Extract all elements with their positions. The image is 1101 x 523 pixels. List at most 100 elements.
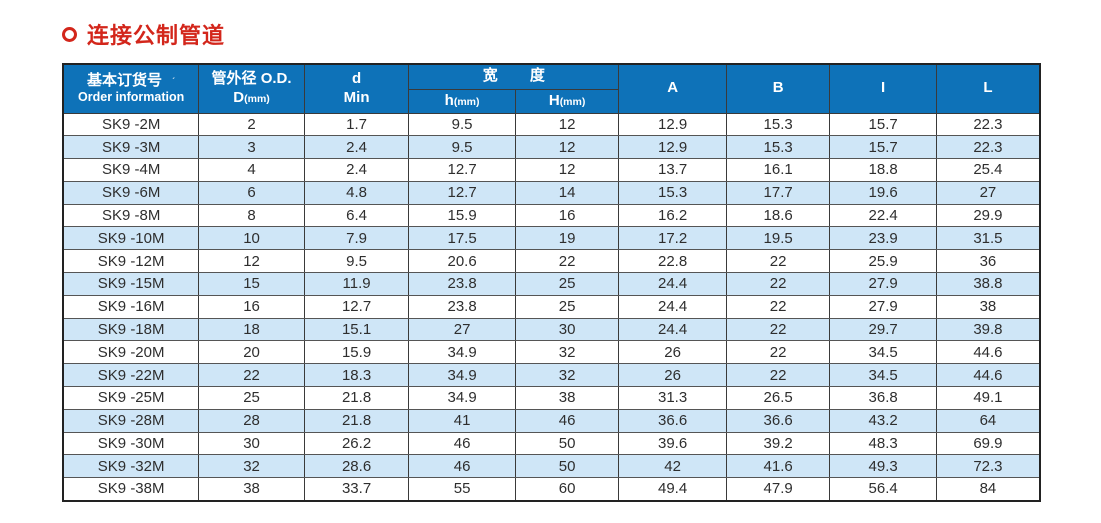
table-row: SK9 -8M 8 6.4 15.9 16 16.2 18.6 22.4 29.9	[62, 203, 1041, 228]
cell-b: 19.5	[725, 226, 831, 251]
cell-a: 24.4	[618, 272, 727, 296]
cell-order: SK9 -16M	[62, 294, 200, 319]
cell-b: 22	[725, 249, 831, 274]
cell-H-mm: 50	[514, 431, 620, 456]
cell-a: 26	[618, 340, 727, 365]
cell-d-min: 12.7	[303, 294, 410, 319]
cell-a: 31.3	[618, 386, 727, 410]
cell-h-mm: 17.5	[408, 226, 516, 251]
cell-od-d: 16	[198, 294, 305, 319]
cell-i: 18.8	[829, 158, 937, 182]
cell-l: 44.6	[935, 363, 1041, 388]
cell-h-mm: 34.9	[408, 363, 516, 388]
cell-od-d: 22	[198, 363, 305, 388]
table-body: SK9 -2M 2 1.7 9.5 12 12.9 15.3 15.7 22.3 SK9 -3M 3…	[62, 112, 1041, 502]
cell-od-d: 4	[198, 158, 305, 182]
cell-l: 25.4	[935, 158, 1041, 182]
cell-h-mm: 34.9	[408, 340, 516, 365]
table-row: SK9 -3M 3 2.4 9.5 12 12.9 15.3 15.7 22.3	[62, 135, 1041, 160]
cell-H-mm: 38	[514, 386, 620, 410]
cell-b: 41.6	[725, 454, 831, 479]
cell-i: 15.7	[829, 135, 937, 160]
table-row: SK9 -25M 25 21.8 34.9 38 31.3 26.5 36.8 49.1	[62, 386, 1041, 410]
cell-H-mm: 32	[514, 340, 620, 365]
cell-b: 15.3	[725, 112, 831, 137]
cell-d-min: 21.8	[303, 386, 410, 410]
cell-l: 38	[935, 294, 1041, 319]
col-header-a: A	[618, 63, 727, 114]
table-row: SK9 -38M 38 33.7 55 60 49.4 47.9 56.4 84	[62, 477, 1041, 502]
cell-a: 49.4	[618, 477, 727, 502]
cell-d-min: 7.9	[303, 226, 410, 251]
cell-a: 22.8	[618, 249, 727, 274]
cell-h-mm: 46	[408, 431, 516, 456]
cell-i: 29.7	[829, 317, 937, 342]
cell-b: 22	[725, 294, 831, 319]
col-header-od-symbol: D	[233, 88, 245, 106]
cell-a: 13.7	[618, 158, 727, 182]
cell-h-mm: 55	[408, 477, 516, 502]
cell-H-mm: 46	[514, 408, 620, 433]
table-row: SK9 -32M 32 28.6 46 50 42 41.6 49.3 72.3	[62, 454, 1041, 479]
page-title-row: 连接公制管道	[62, 18, 225, 50]
cell-d-min: 2.4	[303, 158, 410, 182]
cell-order: SK9 -30M	[62, 431, 200, 456]
cell-order: SK9 -28M	[62, 408, 200, 433]
cell-b: 22	[725, 272, 831, 296]
cell-l: 39.8	[935, 317, 1041, 342]
table-row: SK9 -16M 16 12.7 23.8 25 24.4 22 27.9 38	[62, 294, 1041, 319]
cell-d-min: 18.3	[303, 363, 410, 388]
cell-od-d: 12	[198, 249, 305, 274]
cell-a: 42	[618, 454, 727, 479]
cell-order: SK9 -2M	[62, 112, 200, 137]
cell-order: SK9 -32M	[62, 454, 200, 479]
cell-od-d: 25	[198, 386, 305, 410]
cell-l: 49.1	[935, 386, 1041, 410]
cell-h-mm: 12.7	[408, 158, 516, 182]
table-row: SK9 -12M 12 9.5 20.6 22 22.8 22 25.9 36	[62, 249, 1041, 274]
cell-d-min: 9.5	[303, 249, 410, 274]
col-header-order-en: Order information	[78, 90, 185, 105]
cell-od-d: 8	[198, 203, 305, 228]
col-header-d-symbol: d	[351, 70, 362, 87]
cell-h-mm: 46	[408, 454, 516, 479]
cell-b: 39.2	[725, 431, 831, 456]
col-header-h-mm: h(mm)	[408, 88, 516, 114]
col-header-width-cn: 宽 度	[482, 67, 559, 85]
cell-h-mm: 27	[408, 317, 516, 342]
table-row: SK9 -6M 6 4.8 12.7 14 15.3 17.7 19.6 27	[62, 180, 1041, 205]
col-header-b: B	[725, 63, 831, 114]
cell-a: 12.9	[618, 135, 727, 160]
cell-H-mm: 12	[514, 112, 620, 137]
cell-order: SK9 -25M	[62, 386, 200, 410]
cell-H-mm: 25	[514, 272, 620, 296]
cell-b: 17.7	[725, 180, 831, 205]
cell-order: SK9 -6M	[62, 180, 200, 205]
cell-l: 69.9	[935, 431, 1041, 456]
cell-l: 84	[935, 477, 1041, 502]
cell-order: SK9 -15M	[62, 272, 200, 296]
cell-order: SK9 -4M	[62, 158, 200, 182]
cell-l: 29.9	[935, 203, 1041, 228]
cell-i: 27.9	[829, 294, 937, 319]
cell-d-min: 1.7	[303, 112, 410, 137]
cell-a: 36.6	[618, 408, 727, 433]
table-row: SK9 -30M 30 26.2 46 50 39.6 39.2 48.3 69.9	[62, 431, 1041, 456]
cell-H-mm: 12	[514, 158, 620, 182]
cell-od-d: 2	[198, 112, 305, 137]
cell-b: 26.5	[725, 386, 831, 410]
cell-H-mm: 14	[514, 180, 620, 205]
col-header-dmin: d Min	[303, 63, 410, 114]
col-header-hh-symbol: H	[548, 91, 560, 109]
cell-H-mm: 12	[514, 135, 620, 160]
cell-h-mm: 12.7	[408, 180, 516, 205]
cell-od-d: 38	[198, 477, 305, 502]
cell-a: 24.4	[618, 294, 727, 319]
cell-b: 15.3	[725, 135, 831, 160]
cell-od-d: 20	[198, 340, 305, 365]
cell-h-mm: 9.5	[408, 135, 516, 160]
cell-order: SK9 -12M	[62, 249, 200, 274]
cell-order: SK9 -3M	[62, 135, 200, 160]
cell-b: 18.6	[725, 203, 831, 228]
cell-i: 43.2	[829, 408, 937, 433]
